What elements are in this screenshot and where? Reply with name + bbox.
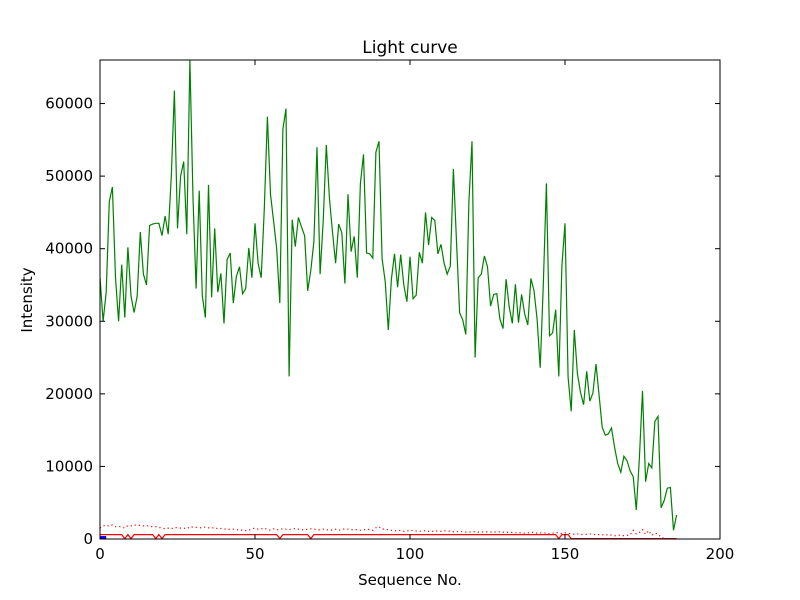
y-tick-label: 30000 bbox=[45, 312, 93, 330]
chart-title: Light curve bbox=[362, 38, 457, 58]
y-tick-label: 40000 bbox=[45, 240, 93, 258]
x-axis: 0 50 100 150 200 bbox=[95, 60, 734, 563]
series-line-2 bbox=[100, 524, 668, 540]
x-tick-label: 100 bbox=[396, 545, 425, 563]
series-line-1 bbox=[100, 59, 678, 531]
x-tick-label: 200 bbox=[706, 545, 735, 563]
y-tick-label: 0 bbox=[83, 530, 93, 548]
x-tick-label: 50 bbox=[245, 545, 264, 563]
y-axis: 0 10000 20000 30000 40000 50000 60000 bbox=[45, 95, 720, 548]
x-tick-label: 150 bbox=[551, 545, 580, 563]
y-tick-label: 60000 bbox=[45, 95, 93, 113]
y-tick-label: 10000 bbox=[45, 457, 93, 475]
x-axis-label: Sequence No. bbox=[358, 571, 462, 589]
x-tick-label: 0 bbox=[95, 545, 105, 563]
y-axis-label: Intensity bbox=[18, 267, 36, 332]
y-tick-label: 50000 bbox=[45, 167, 93, 185]
y-tick-label: 20000 bbox=[45, 385, 93, 403]
